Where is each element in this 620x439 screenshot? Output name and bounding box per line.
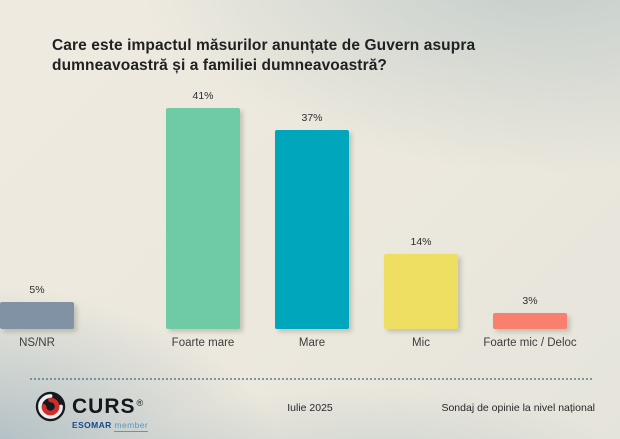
bar-ns-nr [0,302,74,329]
bar-category-label: Mic [412,337,430,349]
bar-category-label: NS/NR [19,337,55,349]
bar-mic [384,254,458,329]
bar-foarte-mic-deloc [493,313,567,329]
registered-mark: ® [136,398,144,409]
curs-logo-icon [35,391,66,422]
bar-category-label: Mare [298,337,326,349]
chart-title-line2: dumneavoastră și a familiei dumneavoastr… [52,57,387,75]
bar-value-label: 5% [29,284,45,296]
survey-date: Iulie 2025 [287,402,333,414]
brand-name: CURS [72,394,136,418]
bar-value-label: 37% [301,112,323,124]
bar-value-label: 3% [522,295,538,307]
footer-divider [30,378,592,380]
esomar-member-label: member [114,420,149,432]
bar-category-label: Foarte mic / Deloc [483,337,577,349]
esomar-label: ESOMAR [72,420,112,430]
survey-source: Sondaj de opinie la nivel național [441,402,595,414]
chart-title-line1: Care este impactul măsurilor anunțate de… [52,37,476,54]
chart-title: Care este impactul măsurilor anunțate de… [52,36,475,77]
bar-category-label: Foarte mare [171,337,235,349]
esomar-membership: ESOMAR member [72,420,165,432]
bar-foarte-mare [166,108,240,329]
bar-value-label: 41% [192,90,214,102]
curs-logo: CURS® ESOMAR member [35,391,165,432]
bar-mare [275,130,349,329]
bar-value-label: 14% [410,236,432,248]
brand-text: CURS® [72,395,143,419]
